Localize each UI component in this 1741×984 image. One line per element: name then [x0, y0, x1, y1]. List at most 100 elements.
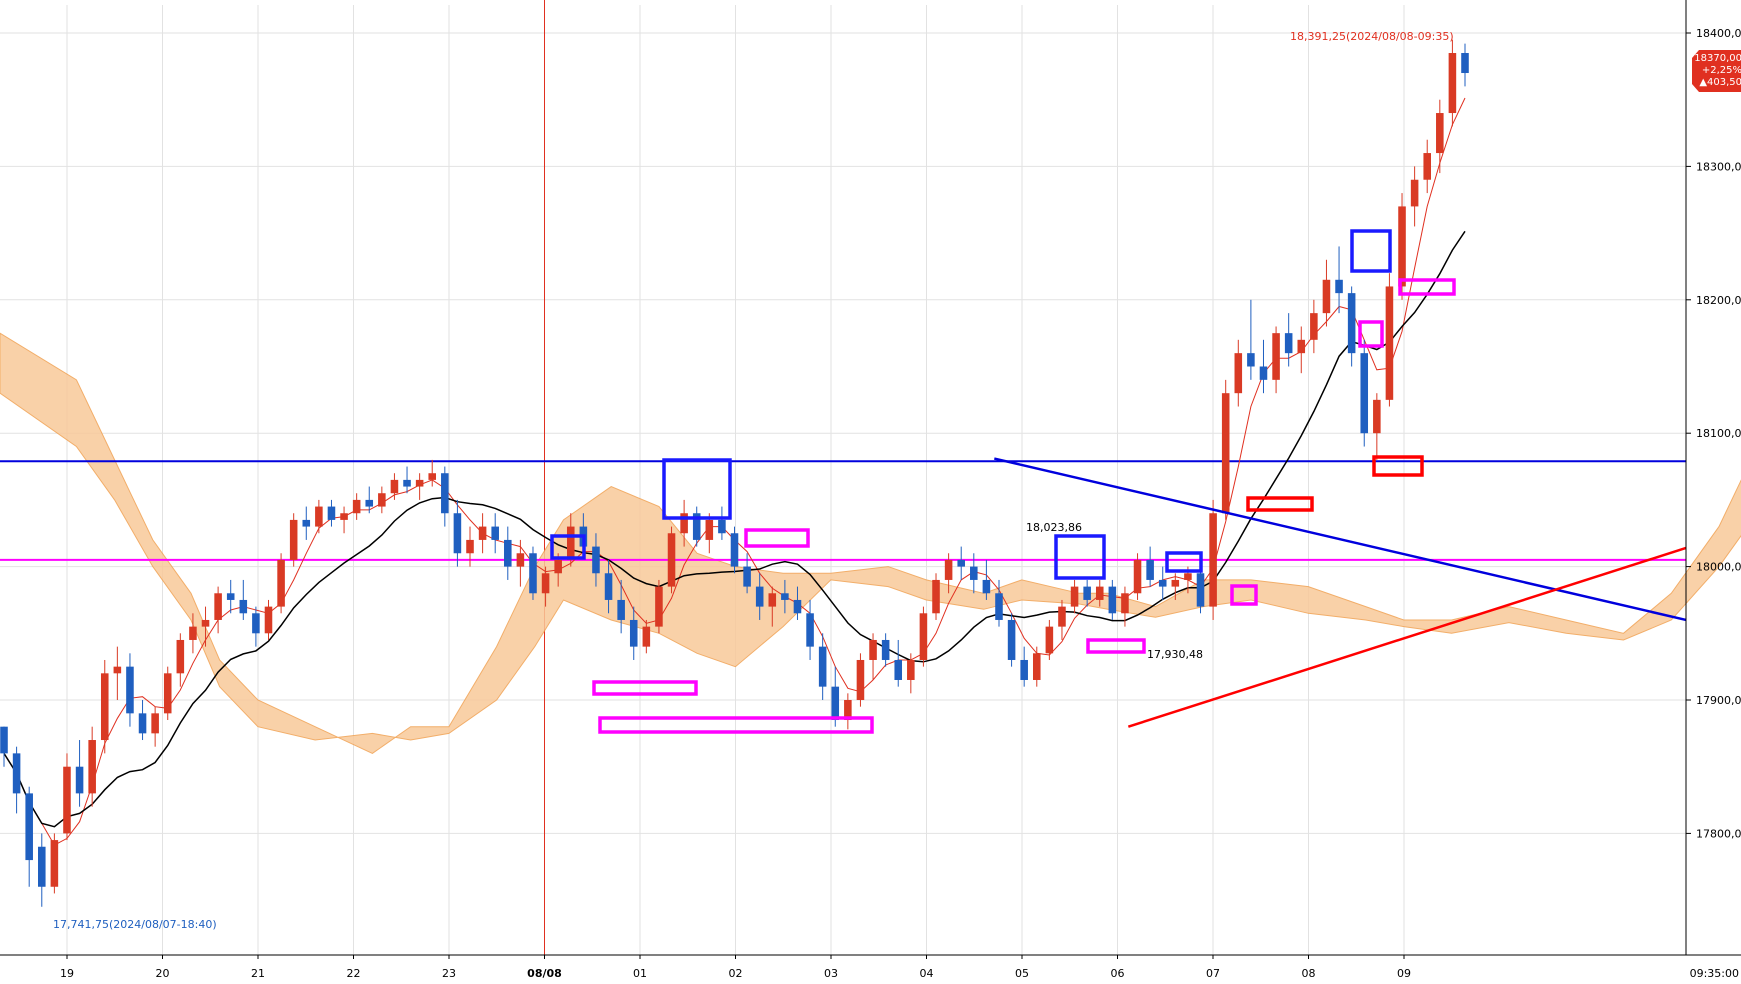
candle-body	[365, 499, 374, 507]
candle-body	[982, 579, 991, 594]
candle-body	[1360, 353, 1369, 434]
candle-body	[264, 606, 273, 634]
candle-body	[1209, 513, 1217, 607]
mid-high-annotation: 18,023,86	[1026, 521, 1082, 534]
candle-body	[1095, 586, 1104, 600]
candle-body	[38, 846, 46, 887]
y-tick-label: 18300,00	[1696, 160, 1741, 173]
highlight-box	[1350, 229, 1392, 273]
candle-body	[1121, 593, 1129, 614]
candle-body	[869, 639, 877, 660]
candle-body	[629, 619, 638, 647]
highlight-box	[592, 680, 698, 696]
highlight-box	[598, 716, 874, 734]
candle-body	[705, 519, 714, 540]
candle-body	[554, 559, 562, 574]
candle-body	[25, 793, 33, 861]
candle-body	[163, 673, 172, 714]
candle-body	[1410, 179, 1419, 207]
candle-body	[655, 586, 663, 627]
candle-body	[441, 473, 449, 514]
candle-body	[151, 713, 159, 734]
highlight-box	[1230, 584, 1258, 606]
candle-body	[957, 559, 965, 567]
highlight-box	[1246, 496, 1314, 512]
candle-body	[1385, 286, 1394, 400]
candle-body	[138, 713, 147, 734]
high-annotation: 18,391,25(2024/08/08-09:35)	[1290, 30, 1454, 43]
x-tick-label: 02	[729, 967, 743, 980]
candle-body	[1058, 606, 1066, 627]
candle-body	[315, 506, 323, 527]
candle-body	[390, 479, 399, 494]
highlight-box	[1358, 320, 1384, 348]
candle-body	[63, 766, 71, 834]
candle-body	[781, 593, 789, 600]
candle-body	[566, 526, 575, 560]
candle-body	[277, 559, 285, 607]
highlight-box	[662, 458, 732, 520]
y-tick-label: 18400,00	[1696, 27, 1741, 40]
candle-body	[126, 666, 134, 714]
candle-body	[1083, 586, 1091, 600]
candle-body	[718, 519, 726, 534]
candle-body	[100, 673, 109, 741]
x-tick-label: 07	[1206, 967, 1220, 980]
candle-body	[881, 639, 890, 660]
candle-body	[50, 840, 59, 887]
candle-body	[1247, 353, 1255, 367]
candle-body	[327, 506, 336, 520]
candle-body	[453, 513, 462, 554]
trendlines	[994, 457, 1687, 728]
candle-body	[214, 593, 222, 620]
candle-body	[831, 686, 840, 721]
ichimoku-cloud	[0, 332, 1741, 754]
candle-body	[403, 479, 411, 487]
candle-body	[1272, 333, 1280, 380]
candle-body	[1045, 626, 1054, 654]
candle-body	[1133, 559, 1142, 594]
candles	[0, 39, 1469, 907]
horizontal-levels	[0, 460, 1686, 561]
x-tick-label: 04	[920, 967, 934, 980]
candle-body	[806, 613, 814, 647]
highlight-boxes	[550, 229, 1456, 734]
candle-body	[944, 559, 953, 580]
candle-body	[226, 593, 235, 600]
candle-body	[592, 546, 600, 574]
last-price-tag-shape	[1692, 50, 1741, 92]
candle-body	[793, 599, 802, 614]
candle-body	[1284, 333, 1293, 354]
last-change: ▲403,50	[1699, 77, 1741, 88]
candle-body	[1448, 53, 1457, 114]
highlight-box	[1054, 534, 1106, 580]
candle-body	[1259, 366, 1268, 380]
highlight-box	[1165, 551, 1203, 573]
candle-body	[1310, 313, 1318, 340]
highlight-box	[744, 528, 810, 548]
gridlines	[0, 0, 1686, 955]
candle-body	[667, 533, 676, 587]
candle-body	[1146, 559, 1154, 580]
highlight-box	[1398, 278, 1456, 296]
candle-body	[415, 479, 424, 487]
candle-body	[907, 659, 915, 680]
x-tick-label: 19	[60, 967, 74, 980]
x-tick-label: 08/08	[527, 967, 562, 980]
candle-body	[1020, 659, 1028, 680]
trendline	[994, 457, 1687, 622]
mid-low-annotation: 17,930,48	[1147, 648, 1203, 661]
highlight-box	[1372, 455, 1424, 477]
y-tick-label: 17900,00	[1696, 694, 1741, 707]
candle-body	[604, 573, 613, 600]
x-tick-label: 06	[1111, 967, 1125, 980]
candle-body	[970, 566, 978, 580]
candle-body	[1108, 586, 1117, 614]
candle-body	[1423, 153, 1431, 180]
cloud-area	[0, 332, 1741, 754]
candle-body	[1221, 393, 1230, 514]
y-tick-label: 18000,00	[1696, 561, 1741, 574]
candle-body	[1297, 339, 1306, 354]
